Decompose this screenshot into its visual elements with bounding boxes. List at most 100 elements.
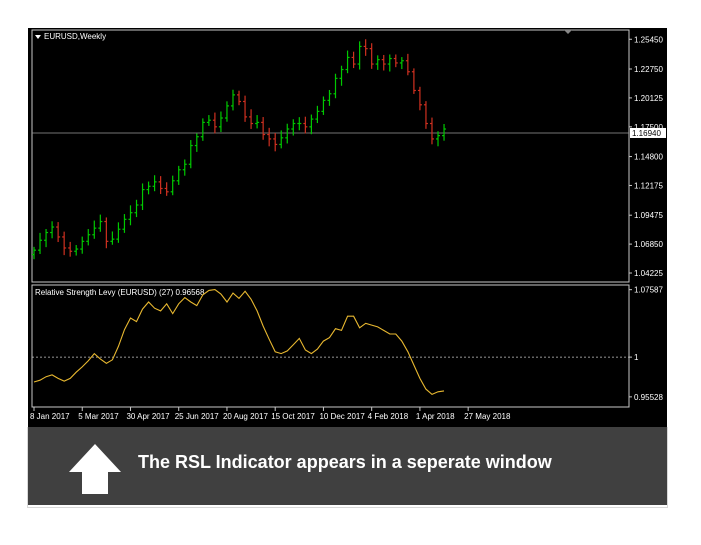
ohlc-bar [297, 117, 302, 131]
ohlc-bar [267, 127, 272, 147]
ohlc-bar [405, 53, 410, 76]
caption-banner: The RSL Indicator appears in a seperate … [28, 427, 667, 505]
ohlc-bar [44, 228, 49, 248]
price-tick-label: 1.20125 [634, 94, 663, 103]
ohlc-bar [436, 131, 441, 147]
ohlc-bar [158, 176, 163, 195]
current-price-box [630, 127, 666, 138]
time-tick-label: 5 Mar 2017 [78, 412, 119, 421]
ohlc-bar [351, 51, 356, 69]
ohlc-bar [303, 116, 308, 134]
ohlc-bar [134, 199, 139, 218]
ohlc-bar [194, 133, 199, 152]
time-tick-label: 30 Apr 2017 [126, 412, 170, 421]
ohlc-bar [273, 132, 278, 152]
ohlc-bar [128, 205, 133, 226]
ohlc-bar [122, 214, 127, 233]
ohlc-bar [110, 231, 115, 245]
ohlc-bar [146, 181, 151, 195]
caption-text: The RSL Indicator appears in a seperate … [138, 452, 552, 472]
price-tick-label: 1.09475 [634, 211, 663, 220]
ohlc-bar [429, 117, 434, 145]
ohlc-bar [321, 96, 326, 115]
ohlc-bar [393, 54, 398, 68]
ohlc-bar [309, 114, 314, 135]
ohlc-bar [170, 175, 175, 196]
symbol-label: EURUSD,Weekly [44, 32, 106, 41]
ohlc-bar [98, 214, 103, 232]
ohlc-bar [188, 140, 193, 169]
chart-shift-icon[interactable] [564, 30, 572, 34]
rsl-axis: 1.07587 1 0.95528 [628, 285, 663, 407]
ohlc-bar [230, 89, 235, 111]
ohlc-bar [381, 54, 386, 71]
price-tick-label: 1.04225 [634, 269, 663, 278]
ohlc-bar [369, 43, 374, 69]
ohlc-bar [345, 50, 350, 74]
ohlc-bar [249, 109, 254, 129]
price-tick-label: 1.25450 [634, 35, 663, 44]
time-tick-label: 10 Dec 2017 [319, 412, 365, 421]
ohlc-bar [32, 246, 36, 260]
rsl-tick-label: 1.07587 [634, 286, 663, 295]
ohlc-bar [243, 95, 248, 122]
ohlc-bar [200, 118, 205, 141]
price-tick-label: 1.22750 [634, 65, 663, 74]
ohlc-bar [164, 182, 169, 196]
ohlc-bar [339, 65, 344, 86]
price-tick-label: 1.06850 [634, 240, 663, 249]
ohlc-bar [80, 236, 85, 254]
rsl-line [33, 289, 445, 396]
ohlc-bar [62, 231, 67, 256]
rsl-panel: Relative Strength Levy (EURUSD) (27) 0.9… [31, 284, 663, 408]
ohlc-bar [176, 165, 181, 185]
ohlc-bar [86, 229, 91, 246]
ohlc-bar [92, 220, 97, 239]
ohlc-bar [261, 117, 266, 140]
rsl-tick-label: 1 [634, 353, 639, 362]
metatrader-chart: EURUSD,Weekly 1.25450 1.22750 1.20125 1.175… [27, 27, 668, 427]
time-tick-label: 1 Apr 2018 [416, 412, 455, 421]
time-tick-label: 15 Oct 2017 [271, 412, 315, 421]
ohlc-bar [50, 221, 55, 239]
ohlc-bar [74, 245, 79, 256]
ohlc-bar [315, 105, 320, 124]
ohlc-bar [357, 41, 362, 70]
time-tick-label: 25 Jun 2017 [175, 412, 220, 421]
time-tick-label: 4 Feb 2018 [368, 412, 409, 421]
ohlc-bar [140, 183, 145, 211]
ohlc-bar [38, 232, 43, 254]
ohlc-bars [32, 39, 447, 260]
up-arrow-icon [69, 444, 121, 494]
ohlc-bar [206, 115, 211, 126]
ohlc-bar [68, 241, 73, 257]
ohlc-bar [363, 39, 368, 56]
ohlc-bar [327, 89, 332, 106]
price-tick-label: 1.17500 [634, 123, 663, 132]
ohlc-bar [224, 101, 229, 122]
ohlc-bar [182, 159, 187, 176]
ohlc-bar [279, 130, 284, 149]
time-tick-label: 27 May 2018 [464, 412, 511, 421]
ohlc-bar [116, 222, 121, 243]
ohlc-bar [255, 115, 260, 129]
chart-background [28, 28, 667, 427]
time-axis: 8 Jan 2017 5 Mar 2017 30 Apr 2017 25 Jun 20… [30, 406, 629, 421]
ohlc-bar [152, 175, 157, 192]
ohlc-bar [218, 111, 223, 133]
symbol-menu-icon[interactable] [35, 35, 41, 39]
ohlc-bar [375, 55, 380, 70]
time-tick-label: 20 Aug 2017 [223, 412, 268, 421]
rsl-label: Relative Strength Levy (EURUSD) (27) 0.9… [35, 288, 205, 297]
ohlc-bar [104, 217, 109, 249]
price-tick-label: 1.12175 [634, 181, 663, 190]
ohlc-bar [285, 123, 290, 144]
rsl-tick-label: 0.95528 [634, 393, 663, 402]
time-tick-label: 8 Jan 2017 [30, 412, 70, 421]
ohlc-bar [417, 86, 422, 111]
current-price-label: 1.16940 [632, 129, 661, 138]
ohlc-bar [442, 124, 447, 141]
ohlc-bar [411, 68, 416, 94]
ohlc-bar [291, 119, 296, 136]
price-panel: EURUSD,Weekly 1.25450 1.22750 1.20125 1.175… [31, 29, 666, 283]
